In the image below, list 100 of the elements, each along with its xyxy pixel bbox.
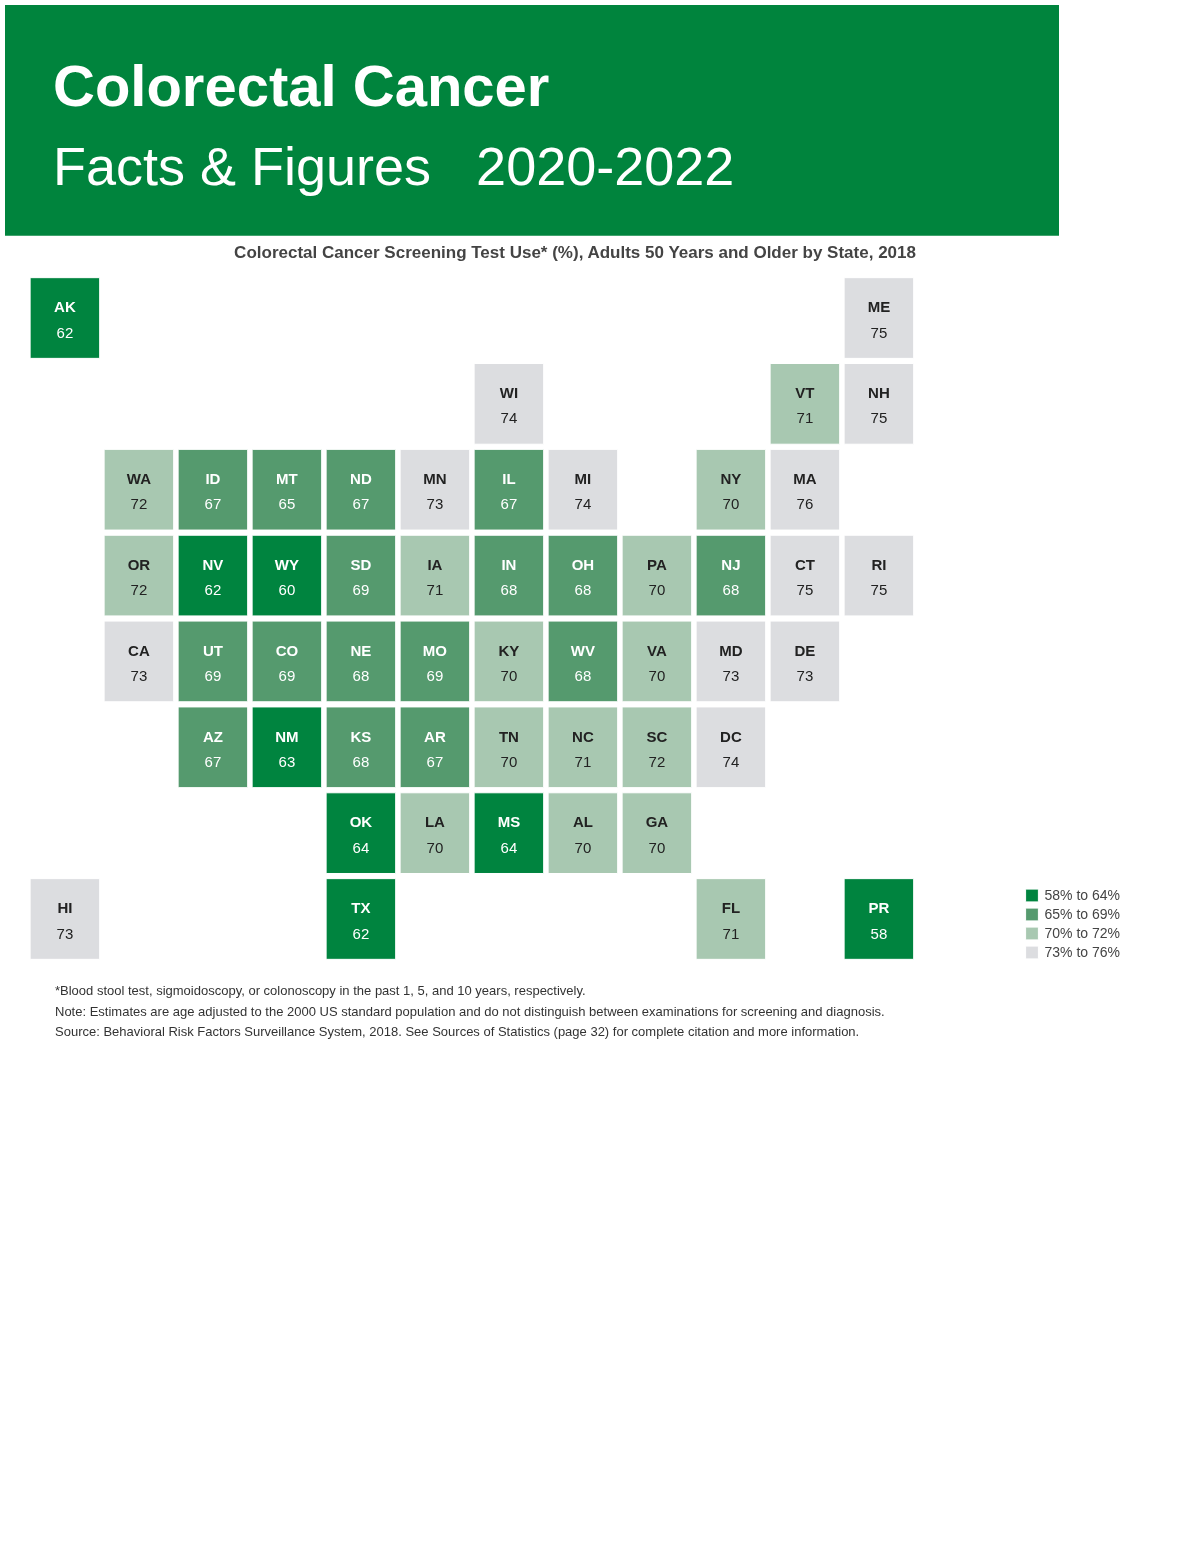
category-label: TN xyxy=(498,727,519,745)
data-label: 73 xyxy=(796,667,814,685)
data-label: 70 xyxy=(500,752,518,770)
category-label: NC xyxy=(572,727,594,745)
data-label: 69 xyxy=(352,581,370,599)
data-label: 72 xyxy=(130,581,148,599)
data-label: 63 xyxy=(278,752,296,770)
data-label: 70 xyxy=(648,581,666,599)
data-label: 60 xyxy=(278,581,296,599)
data-label: 62 xyxy=(204,581,222,599)
category-label: DE xyxy=(794,641,816,659)
data-label: 58 xyxy=(870,924,888,942)
category-label: CT xyxy=(794,555,815,573)
legend-label: 70% to 72% xyxy=(1044,925,1120,941)
category-label: ND xyxy=(350,470,372,488)
category-label: OH xyxy=(571,555,595,573)
data-label: 73 xyxy=(130,667,148,685)
category-label: WA xyxy=(126,470,152,488)
legend-label: 73% to 76% xyxy=(1044,944,1120,960)
category-label: ME xyxy=(867,298,891,316)
category-label: MO xyxy=(422,641,448,659)
data-label: 68 xyxy=(722,581,740,599)
category-label: WY xyxy=(274,555,299,573)
data-label: 70 xyxy=(648,838,666,856)
data-label: 71 xyxy=(426,581,444,599)
category-label: SD xyxy=(350,555,372,573)
category-label: KY xyxy=(498,641,520,659)
legend-label: 58% to 64% xyxy=(1044,887,1120,903)
data-label: 70 xyxy=(426,838,444,856)
category-label: PA xyxy=(647,555,667,573)
text: Note: Estimates are age adjusted to the 2000 US standard population and do not distinguish between examinations for screening and diagnosis. xyxy=(55,1002,885,1021)
category-label: MN xyxy=(423,470,447,488)
data-label: 74 xyxy=(574,495,592,513)
data-label: 67 xyxy=(204,495,222,513)
data-label: 67 xyxy=(352,495,370,513)
data-label: 75 xyxy=(870,409,888,427)
data-label: 76 xyxy=(796,495,814,513)
category-label: OK xyxy=(349,813,373,831)
category-label: NV xyxy=(202,555,224,573)
category-label: NJ xyxy=(721,555,741,573)
data-label: 71 xyxy=(722,924,740,942)
category-label: SC xyxy=(646,727,668,745)
category-label: MS xyxy=(497,813,521,831)
data-label: 73 xyxy=(56,924,74,942)
data-label: 64 xyxy=(500,838,518,856)
data-label: 71 xyxy=(574,752,592,770)
data-label: 67 xyxy=(204,752,222,770)
data-label: 67 xyxy=(426,752,444,770)
data-label: 69 xyxy=(426,667,444,685)
category-label: FL xyxy=(721,899,741,917)
data-label: 70 xyxy=(574,838,592,856)
category-label: GA xyxy=(645,813,669,831)
data-label: 62 xyxy=(352,924,370,942)
category-label: WV xyxy=(570,641,595,659)
data-label: 65 xyxy=(278,495,296,513)
category-label: AR xyxy=(424,727,446,745)
category-label: UT xyxy=(202,641,223,659)
category-label: MD xyxy=(719,641,743,659)
category-label: HI xyxy=(57,899,73,917)
data-label: 68 xyxy=(500,581,518,599)
category-label: MA xyxy=(793,470,817,488)
category-label: CA xyxy=(128,641,150,659)
category-label: MI xyxy=(574,470,592,488)
category-label: PR xyxy=(868,899,890,917)
data-label: 62 xyxy=(56,323,74,341)
category-label: ID xyxy=(205,470,221,488)
category-label: OR xyxy=(127,555,151,573)
data-label: 73 xyxy=(426,495,444,513)
data-label: 74 xyxy=(722,752,740,770)
category-label: DC xyxy=(720,727,742,745)
data-label: 73 xyxy=(722,667,740,685)
category-label: TX xyxy=(351,899,371,917)
category-label: NM xyxy=(275,727,299,745)
data-label: 68 xyxy=(352,667,370,685)
category-label: IA xyxy=(427,555,443,573)
data-label: 75 xyxy=(796,581,814,599)
data-label: 68 xyxy=(574,667,592,685)
legend-label: 65% to 69% xyxy=(1044,906,1120,922)
data-label: 72 xyxy=(130,495,148,513)
data-label: 68 xyxy=(574,581,592,599)
text: Colorectal Cancer xyxy=(53,52,551,120)
data-label: 71 xyxy=(796,409,814,427)
data-label: 70 xyxy=(500,667,518,685)
data-label: 75 xyxy=(870,323,888,341)
category-label: KS xyxy=(350,727,372,745)
category-label: VA xyxy=(647,641,667,659)
category-label: NY xyxy=(720,470,742,488)
category-label: LA xyxy=(424,813,446,831)
category-label: AL xyxy=(572,813,593,831)
data-label: 70 xyxy=(722,495,740,513)
category-label: IL xyxy=(502,470,516,488)
category-label: CO xyxy=(275,641,299,659)
category-label: AK xyxy=(54,298,76,316)
data-label: 75 xyxy=(870,581,888,599)
data-label: 70 xyxy=(648,667,666,685)
data-label: 69 xyxy=(204,667,222,685)
category-label: AZ xyxy=(202,727,223,745)
data-label: 69 xyxy=(278,667,296,685)
data-label: 67 xyxy=(500,495,518,513)
data-label: 64 xyxy=(352,838,370,856)
